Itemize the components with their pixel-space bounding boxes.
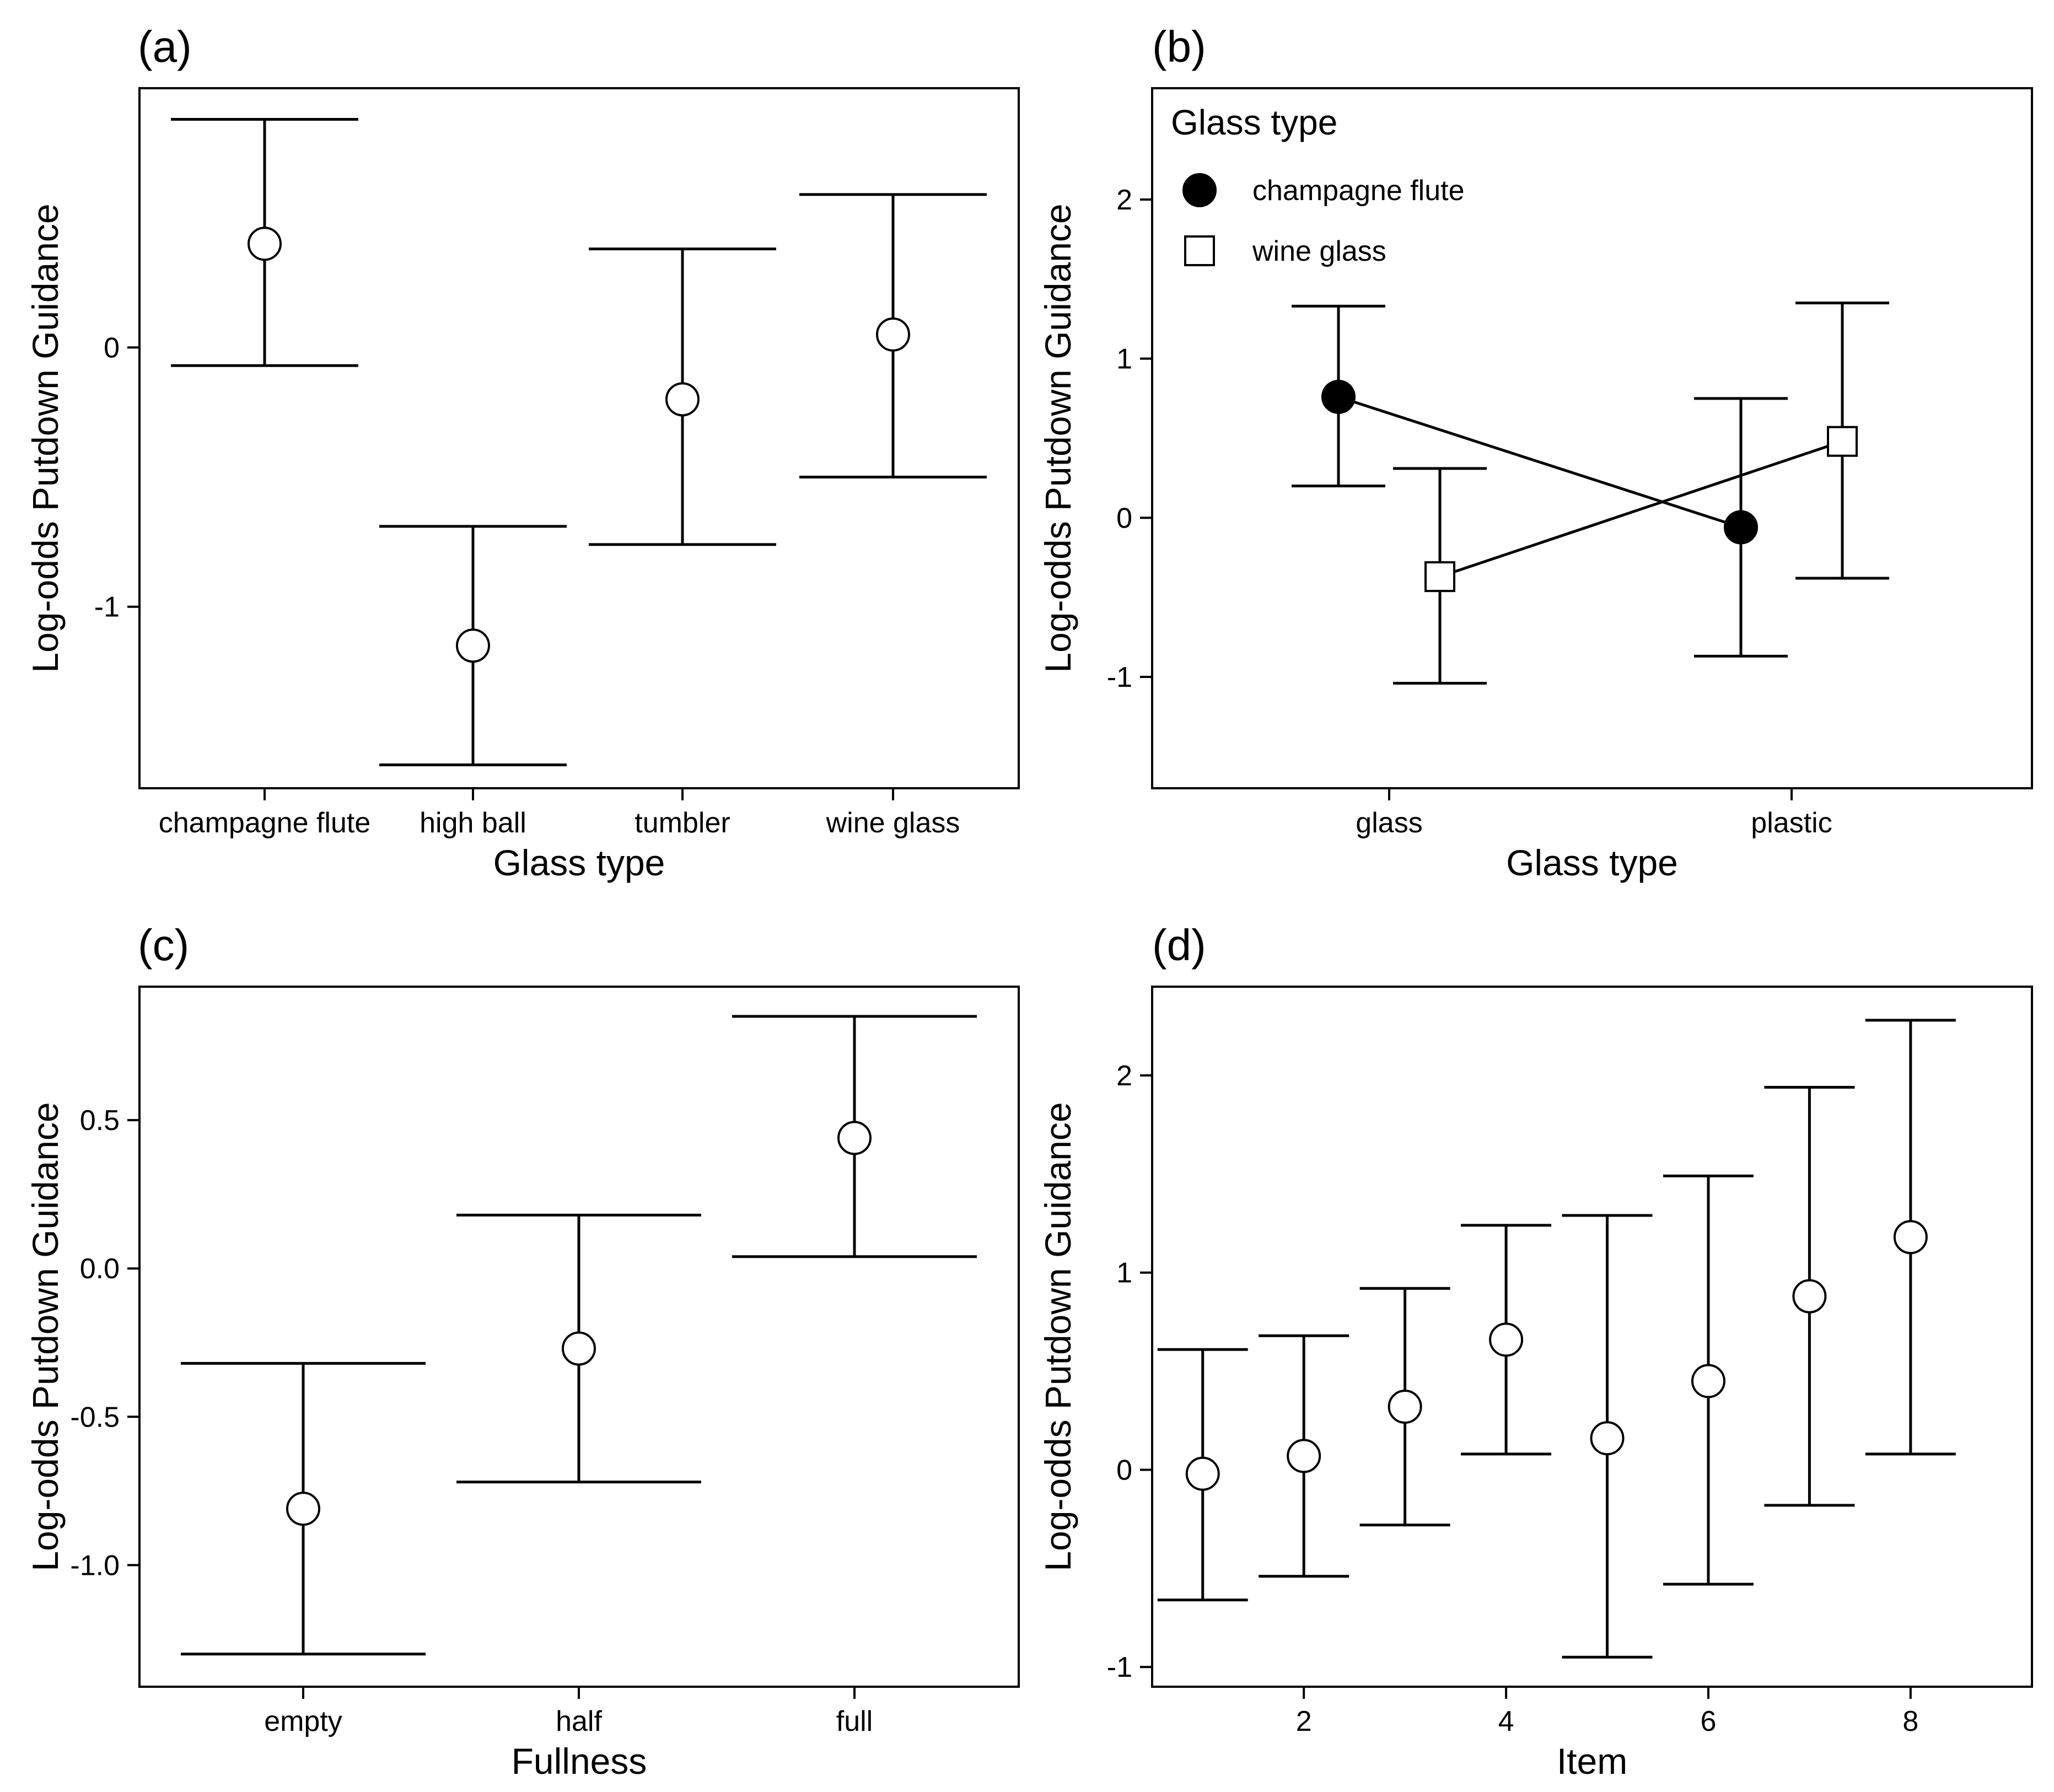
y-tick-label-c: -1.0 [70, 1549, 120, 1581]
y-tick-label-b: 0 [1116, 502, 1132, 534]
data-point-champagne-flute [1724, 510, 1758, 545]
plot-frame-b [1151, 87, 2033, 789]
x-tick-label-d: 6 [1701, 1705, 1717, 1737]
series-line-wine-glass [1439, 440, 1843, 578]
data-point-d [1185, 1456, 1220, 1491]
data-point-a [456, 628, 490, 663]
data-point-champagne-flute [1321, 379, 1356, 414]
legend-marker-wine-glass [1184, 235, 1215, 266]
y-axis-title-d: Log-odds Putdown Guidance [1037, 1102, 1078, 1571]
x-tick-label-a: tumbler [635, 807, 730, 839]
panel-d: (d) -1 0 1 2 Log-odds Putdown Guidance Item 2 4 6… [1037, 921, 2033, 1782]
data-point-d [1489, 1322, 1524, 1357]
y-tick-label-b: 2 [1116, 184, 1132, 216]
x-tick-label-a: champagne flute [159, 807, 371, 839]
y-tick-label-c: 0.5 [80, 1105, 120, 1137]
data-point-d [1893, 1220, 1928, 1255]
y-tick-label-b: -1 [1107, 661, 1132, 693]
legend-marker-champagne-flute [1182, 173, 1217, 207]
data-point-c [837, 1121, 872, 1155]
plot-frame-d [1151, 986, 2033, 1688]
data-point-a [876, 317, 910, 352]
legend-label: champagne flute [1252, 175, 1465, 207]
y-tick-label-c: -0.5 [70, 1401, 120, 1433]
data-point-a [665, 382, 700, 417]
panel-label-b: (b) [1152, 22, 1206, 71]
legend-label: wine glass [1252, 235, 1386, 267]
data-point-c [286, 1492, 320, 1526]
x-tick-label-d: 4 [1498, 1705, 1514, 1737]
panel-a: (a) -1 0 Log-odds Putdown Guidance Glass typ… [25, 22, 1020, 883]
data-point-wine-glass [1424, 561, 1455, 593]
legend: Glass type champagne flute wine glass [1171, 103, 1465, 267]
y-tick-label-d: 0 [1116, 1454, 1132, 1486]
data-point-c [562, 1331, 596, 1366]
x-tick-label-c: empty [264, 1705, 342, 1737]
x-tick-label-b: plastic [1751, 807, 1832, 839]
data-point-d [1388, 1390, 1422, 1424]
panel-label-d: (d) [1152, 921, 1206, 970]
series-line-champagne-flute [1338, 395, 1741, 529]
x-tick-label-a: wine glass [826, 807, 960, 839]
panel-c: (c) -1.0 -0.5 0.0 0.5 Log-odds Putdown Guidan… [25, 921, 1020, 1782]
y-tick-label-d: 2 [1116, 1060, 1132, 1092]
x-tick-label-c: full [836, 1705, 873, 1737]
data-point-a [248, 227, 282, 261]
data-point-wine-glass [1827, 426, 1858, 457]
x-tick-label-d: 8 [1902, 1705, 1918, 1737]
x-tick-label-d: 2 [1296, 1705, 1312, 1737]
x-axis-title-a: Glass type [493, 842, 665, 883]
x-tick-label-a: high ball [420, 807, 526, 839]
legend-title: Glass type [1171, 103, 1337, 142]
data-point-d [1287, 1439, 1321, 1473]
x-tick-label-c: half [556, 1705, 602, 1737]
x-axis-title-c: Fullness [512, 1741, 647, 1782]
y-axis-title-c: Log-odds Putdown Guidance [25, 1102, 66, 1571]
y-axis-title-b: Log-odds Putdown Guidance [1037, 203, 1078, 672]
plot-frame-a [138, 87, 1020, 789]
y-tick-label-d: 1 [1116, 1257, 1132, 1289]
y-tick-label-d: -1 [1107, 1651, 1132, 1683]
y-tick-label-a: -1 [94, 591, 120, 623]
panel-label-c: (c) [138, 921, 189, 970]
panel-b: (b) -1 0 1 2 Log-odds Putdown Guidance Glass t… [1037, 22, 2033, 883]
y-tick-label-c: 0.0 [80, 1253, 120, 1285]
y-tick-label-b: 1 [1116, 343, 1132, 375]
panel-label-a: (a) [138, 22, 192, 71]
x-axis-title-d: Item [1557, 1741, 1627, 1782]
data-point-d [1691, 1364, 1725, 1398]
data-point-d [1590, 1421, 1625, 1456]
x-tick-label-b: glass [1356, 807, 1422, 839]
y-tick-label-a: 0 [104, 332, 120, 364]
x-axis-title-b: Glass type [1506, 842, 1678, 883]
data-point-d [1792, 1279, 1827, 1314]
y-axis-title-a: Log-odds Putdown Guidance [25, 203, 66, 672]
